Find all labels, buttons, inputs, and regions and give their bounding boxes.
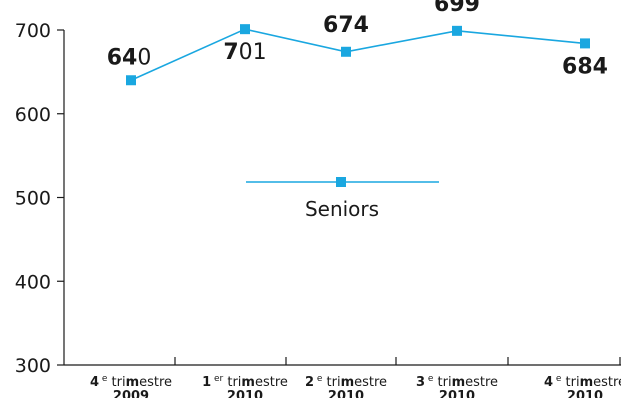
x-category-label: 4 e trimestre — [544, 374, 621, 390]
x-category-label: 2 e trimestre — [305, 374, 387, 390]
data-point-marker — [452, 25, 462, 36]
x-category-year: 2010 — [439, 389, 475, 398]
data-label: 674 — [323, 13, 369, 38]
y-tick-label: 300 — [15, 355, 51, 377]
legend-label: Seniors — [305, 197, 379, 221]
x-category-year: 2009 — [113, 389, 149, 398]
data-point-marker — [580, 38, 590, 49]
data-label: 684 — [562, 54, 608, 79]
legend: Seniors — [246, 177, 439, 221]
data-point-marker — [126, 75, 136, 86]
x-category-year: 2010 — [328, 389, 364, 398]
y-tick-label: 500 — [15, 188, 51, 210]
x-category-label: 3 e trimestre — [416, 374, 498, 390]
series-seniors — [126, 24, 590, 86]
x-category-label: 1 er trimestre — [202, 374, 288, 390]
data-point-marker — [240, 24, 250, 35]
y-tick-label: 600 — [15, 104, 51, 126]
x-category-year: 2010 — [567, 389, 603, 398]
x-category-label: 4 e trimestre — [90, 374, 172, 390]
y-tick-label: 400 — [15, 271, 51, 293]
data-point-marker — [341, 46, 351, 57]
y-axis-ticks: 300 400 500 600 700 — [15, 20, 64, 377]
x-category-year: 2010 — [227, 389, 263, 398]
data-label: 701 — [223, 40, 266, 65]
data-label: 699 — [434, 0, 480, 17]
y-tick-label: 700 — [15, 20, 51, 42]
data-label: 640 — [107, 45, 152, 70]
legend-marker — [336, 177, 346, 187]
data-labels: 640 701 674 699 684 — [107, 0, 608, 79]
